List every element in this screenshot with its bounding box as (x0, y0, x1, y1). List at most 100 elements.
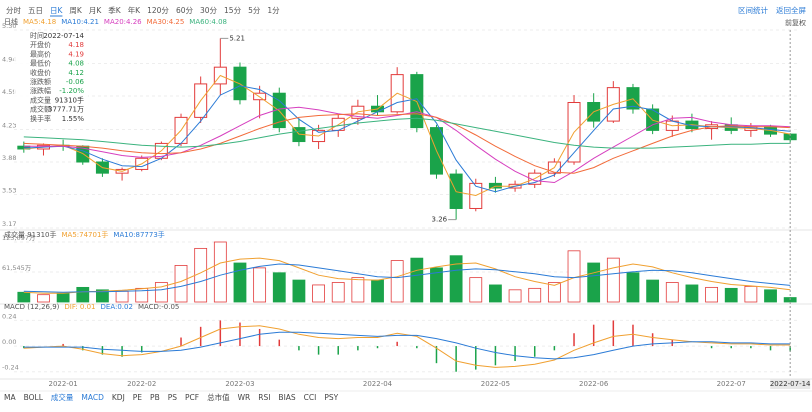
period-tab[interactable]: 5分 (248, 6, 261, 15)
volume-bar (56, 292, 70, 303)
period-tab[interactable]: 60分 (176, 6, 194, 15)
indicator-tab[interactable]: PE (133, 393, 143, 402)
y-tick-label: 3.53 (2, 187, 16, 195)
info-value: 4.19 (68, 50, 84, 58)
y-tick-label: 123,097万 (2, 234, 36, 242)
y-tick-label: 3.88 (2, 154, 16, 162)
indicator-tab[interactable]: MA (4, 393, 16, 402)
legend-entry: DIF: 0.01 (64, 303, 95, 311)
volume-bar (587, 262, 601, 303)
period-tab[interactable]: 分时 (6, 5, 21, 15)
volume-bar (705, 286, 718, 303)
legend-entry: MA30:4.25 (147, 18, 185, 26)
indicator-tab[interactable]: PB (150, 393, 160, 402)
period-tab[interactable]: 年K (128, 5, 141, 15)
legend-entry: MA10:4.21 (61, 18, 99, 26)
period-tab[interactable]: 月K (89, 6, 102, 15)
info-value: 1.55% (62, 115, 85, 123)
info-label: 最高价 (30, 49, 51, 58)
indicator-tab[interactable]: MACD (81, 393, 104, 402)
info-value: -0.06 (66, 78, 85, 86)
info-label: 时间 (30, 31, 44, 40)
indicator-tab[interactable]: KDJ (112, 393, 125, 402)
volume-bar (430, 267, 443, 303)
panel-title: 日线 (4, 17, 18, 26)
link[interactable]: 区间统计 (738, 5, 768, 15)
legend-entry: MA20:4.26 (104, 18, 142, 26)
indicator-tab[interactable]: 总市值 (207, 392, 230, 402)
volume-bar (508, 289, 522, 303)
volume-bar (685, 284, 699, 303)
y-tick-label: 0.24 (2, 312, 16, 320)
info-label: 开盘价 (30, 40, 51, 49)
volume-bar (312, 284, 325, 303)
volume-bar (665, 282, 679, 303)
info-value: 2022-07-14 (43, 32, 84, 40)
indicator-tab[interactable]: BIAS (278, 393, 295, 402)
indicator-tab[interactable]: 成交量 (51, 392, 74, 402)
volume-bar (469, 277, 483, 303)
indicator-tab[interactable]: BOLL (24, 393, 44, 402)
period-tab[interactable]: 周K (69, 6, 82, 15)
info-label: 涨跌额 (30, 77, 51, 86)
ma-line (23, 113, 791, 174)
info-label: 最低价 (30, 59, 51, 68)
indicator-tab[interactable]: PCF (185, 393, 199, 402)
volume-bar (410, 257, 424, 303)
ma-line (23, 325, 791, 368)
x-tick-label: 2022-05 (481, 380, 510, 388)
panel-title: MACD (12,26,9) (4, 303, 60, 311)
volume-bar (253, 267, 267, 303)
indicator-tab[interactable]: RSI (258, 393, 270, 402)
min-label: 3.26 (432, 216, 448, 224)
panel-title: 成交量 91310手 (4, 230, 57, 239)
info-value: 3777.71万 (48, 106, 84, 114)
info-value: 4.08 (68, 60, 84, 68)
cursor-date: 2022-07-14 (770, 380, 811, 388)
adjust-mode[interactable]: 前复权 (785, 18, 806, 27)
ma-line (23, 263, 791, 293)
indicator-tab[interactable]: PS (168, 393, 178, 402)
volume-bar (606, 257, 620, 303)
volume-bar (17, 291, 31, 303)
info-label: 收盘价 (30, 68, 51, 77)
volume-bar (351, 277, 365, 303)
volume-bar (115, 290, 129, 303)
info-value: 4.12 (68, 69, 84, 77)
volume-bar (76, 286, 90, 303)
volume-bar (724, 287, 738, 303)
info-label: 成交额 (30, 105, 51, 114)
period-tab[interactable]: 五日 (28, 6, 43, 15)
period-tab[interactable]: 日K (50, 6, 63, 15)
period-tab[interactable]: 15分 (224, 6, 242, 15)
x-tick-label: 2022-03 (225, 380, 254, 388)
legend-entry: MACD:-0.05 (138, 303, 179, 311)
volume-bar (449, 255, 463, 303)
period-tab[interactable]: 1分 (267, 6, 280, 15)
link[interactable]: 返回全屏 (776, 5, 806, 15)
info-label: 成交量 (30, 95, 51, 104)
volume-bar (174, 265, 188, 303)
indicator-tab[interactable]: CCI (304, 393, 317, 402)
period-tab[interactable]: 120分 (147, 6, 169, 15)
y-tick-label: 4.59 (2, 88, 16, 96)
y-tick-label: 0.00 (2, 338, 16, 346)
volume-bar (331, 282, 345, 303)
y-tick-label: 4.23 (2, 121, 16, 129)
x-tick-label: 2022-06 (579, 380, 609, 388)
legend-entry: DEA:0.02 (101, 303, 133, 311)
volume-bar (764, 289, 777, 303)
volume-bar (626, 272, 640, 303)
max-label: 5.21 (229, 34, 245, 42)
volume-bar (96, 289, 109, 303)
volume-bar (371, 279, 384, 303)
ma-line (23, 257, 791, 294)
indicator-tab[interactable]: WR (238, 393, 251, 402)
cursor-date-box (770, 379, 811, 389)
period-tab[interactable]: 30分 (200, 6, 218, 15)
indicator-tab[interactable]: PSY (324, 393, 338, 402)
volume-bar (744, 286, 758, 303)
x-tick-label: 2022-01 (49, 380, 78, 388)
period-tab[interactable]: 季K (108, 5, 121, 15)
